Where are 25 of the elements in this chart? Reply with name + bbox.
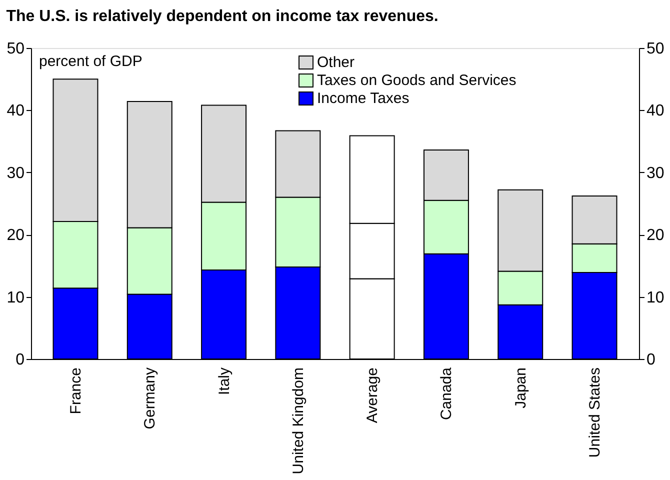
x-tick-label: Canada [438, 366, 456, 420]
y-tick-label: 50 [6, 40, 25, 58]
y-tick-label: 40 [6, 102, 25, 120]
legend-label: Other [317, 54, 355, 71]
y-tick-label: 10 [6, 289, 25, 306]
y2-tick-label: 30 [646, 164, 664, 182]
x-tick-label: United Kingdom [290, 368, 307, 474]
chart-title: The U.S. is relatively dependent on income tax revenues. [6, 8, 438, 25]
y2-tick-label: 50 [646, 40, 664, 58]
y-tick-label: 20 [6, 227, 25, 244]
y-tick-label: 30 [6, 164, 25, 182]
x-tick-label: France [67, 368, 84, 414]
x-tick-label: Germany [142, 367, 159, 430]
x-tick-label: United States [586, 368, 604, 458]
legend-label: Income Taxes [317, 90, 410, 107]
y2-tick-label: 20 [646, 227, 664, 244]
legend-label: Taxes on Goods and Services [317, 72, 516, 89]
x-tick-label: Average [364, 368, 382, 424]
y2-tick-label: 10 [646, 289, 664, 306]
y-tick-label: 0 [16, 352, 25, 368]
y2-tick-label: 0 [646, 352, 656, 368]
x-tick-label: Japan [512, 368, 530, 408]
annotation: percent of GDP [39, 53, 142, 70]
y2-tick-label: 40 [646, 102, 664, 120]
x-tick-label: Italy [216, 367, 233, 396]
